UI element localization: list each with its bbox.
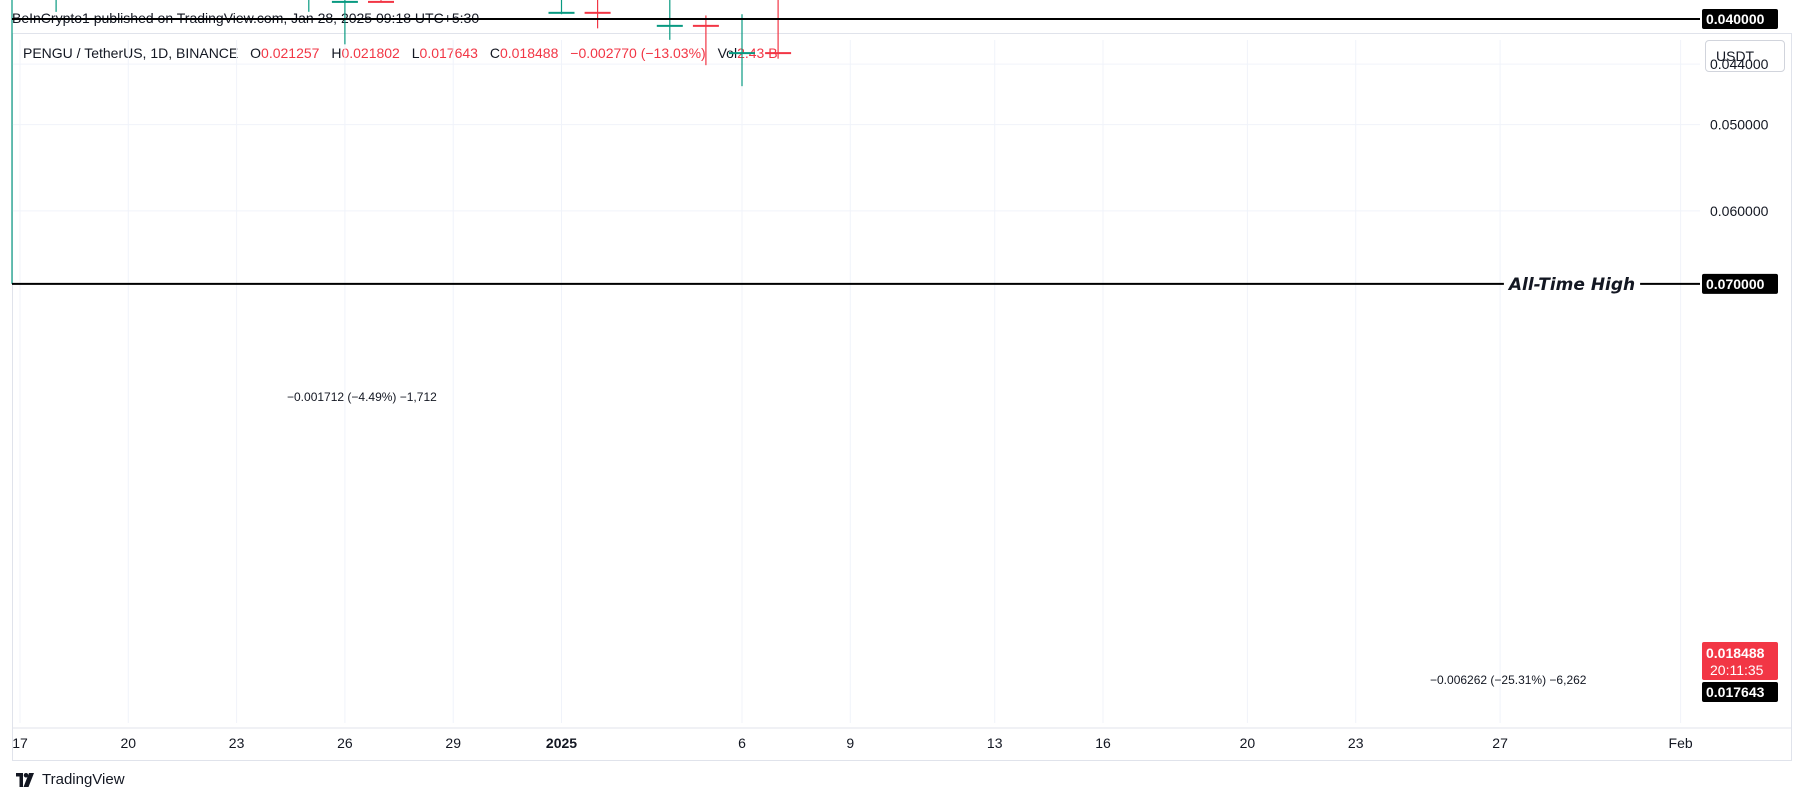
candle[interactable] xyxy=(296,0,322,12)
candle-body xyxy=(368,0,394,3)
x-tick-label: 9 xyxy=(846,735,854,751)
footer-brand[interactable]: TradingView xyxy=(42,771,125,788)
x-tick-label: 20 xyxy=(1240,735,1256,751)
measurement-2-label: −0.006262 (−25.31%) −6,262 xyxy=(1430,673,1587,687)
volume-label: Vol xyxy=(717,45,738,61)
tradingview-logo-icon xyxy=(16,772,34,787)
close-label: C xyxy=(489,45,500,61)
candle[interactable] xyxy=(548,0,575,15)
chart-frame xyxy=(12,33,1792,761)
candle[interactable] xyxy=(765,0,792,59)
level-price-tag-text: 0.040000 xyxy=(1706,11,1765,27)
x-tick-label: 20 xyxy=(121,735,137,751)
level-price-tag xyxy=(1702,8,1778,29)
x-tick-label: 23 xyxy=(229,735,245,751)
high-label: H xyxy=(331,45,342,61)
high-value: 0.021802 xyxy=(341,45,400,61)
x-tick-label: 13 xyxy=(987,735,1003,751)
volume-value: 2.43 B xyxy=(737,45,778,61)
ohlc-legend: PENGU / TetherUS, 1D, BINANCE O0.021257 … xyxy=(23,45,778,61)
candle[interactable] xyxy=(656,0,683,40)
x-tick-label: Feb xyxy=(1669,735,1693,751)
candle-body xyxy=(656,24,683,27)
current-price-countdown: 20:11:35 xyxy=(1710,662,1764,678)
candle[interactable] xyxy=(368,0,394,3)
level-price-tag xyxy=(1702,682,1778,702)
current-price-tag xyxy=(1702,642,1778,680)
candle-body xyxy=(692,24,719,27)
level-annotation: All-Time High xyxy=(1507,275,1635,295)
open-value: 0.021257 xyxy=(261,45,320,61)
footer: TradingView xyxy=(14,771,125,788)
x-tick-label: 26 xyxy=(337,735,353,751)
x-tick-label: 29 xyxy=(445,735,461,751)
x-tick-label: 23 xyxy=(1348,735,1364,751)
level-annotation-bg xyxy=(1503,271,1641,296)
candle[interactable] xyxy=(729,14,755,87)
x-tick-label: 16 xyxy=(1095,735,1111,751)
candle-body xyxy=(765,52,792,55)
candle[interactable] xyxy=(692,15,719,66)
close-value: 0.018488 xyxy=(499,45,559,61)
low-value: 0.017643 xyxy=(419,45,478,61)
candle-body xyxy=(331,0,358,3)
y-tick-label: 0.050000 xyxy=(1710,117,1769,133)
x-tick-label: 27 xyxy=(1492,735,1508,751)
candle-body xyxy=(584,11,611,14)
candle[interactable] xyxy=(331,0,358,45)
candle[interactable] xyxy=(584,0,611,29)
candle-body xyxy=(548,11,575,14)
low-label: L xyxy=(411,45,420,61)
x-tick-label: 2025 xyxy=(546,735,577,751)
open-label: O xyxy=(250,45,262,61)
currency-button[interactable]: USDT xyxy=(1705,40,1785,72)
candle[interactable] xyxy=(43,0,69,12)
level-price-tag xyxy=(1702,273,1778,294)
level-price-tag-text: 0.017643 xyxy=(1706,684,1765,700)
symbol-label[interactable]: PENGU / TetherUS, 1D, BINANCE xyxy=(23,45,239,61)
level-price-tag-text: 0.070000 xyxy=(1706,276,1765,292)
x-tick-label: 6 xyxy=(738,735,746,751)
y-tick-label: 0.060000 xyxy=(1710,203,1769,219)
y-tick-label: 0.044000 xyxy=(1710,56,1769,72)
current-price-tag-value: 0.018488 xyxy=(1706,645,1765,661)
candle-body xyxy=(729,52,755,55)
change-value: −0.002770 (−13.03%) xyxy=(570,45,706,61)
candle[interactable] xyxy=(0,0,25,284)
candlestick-chart[interactable]: 0.0600000.0500000.0440000.0360000.032000… xyxy=(0,0,1804,765)
x-tick-label: 17 xyxy=(12,735,28,751)
measurement-1-label: −0.001712 (−4.49%) −1,712 xyxy=(287,390,437,404)
